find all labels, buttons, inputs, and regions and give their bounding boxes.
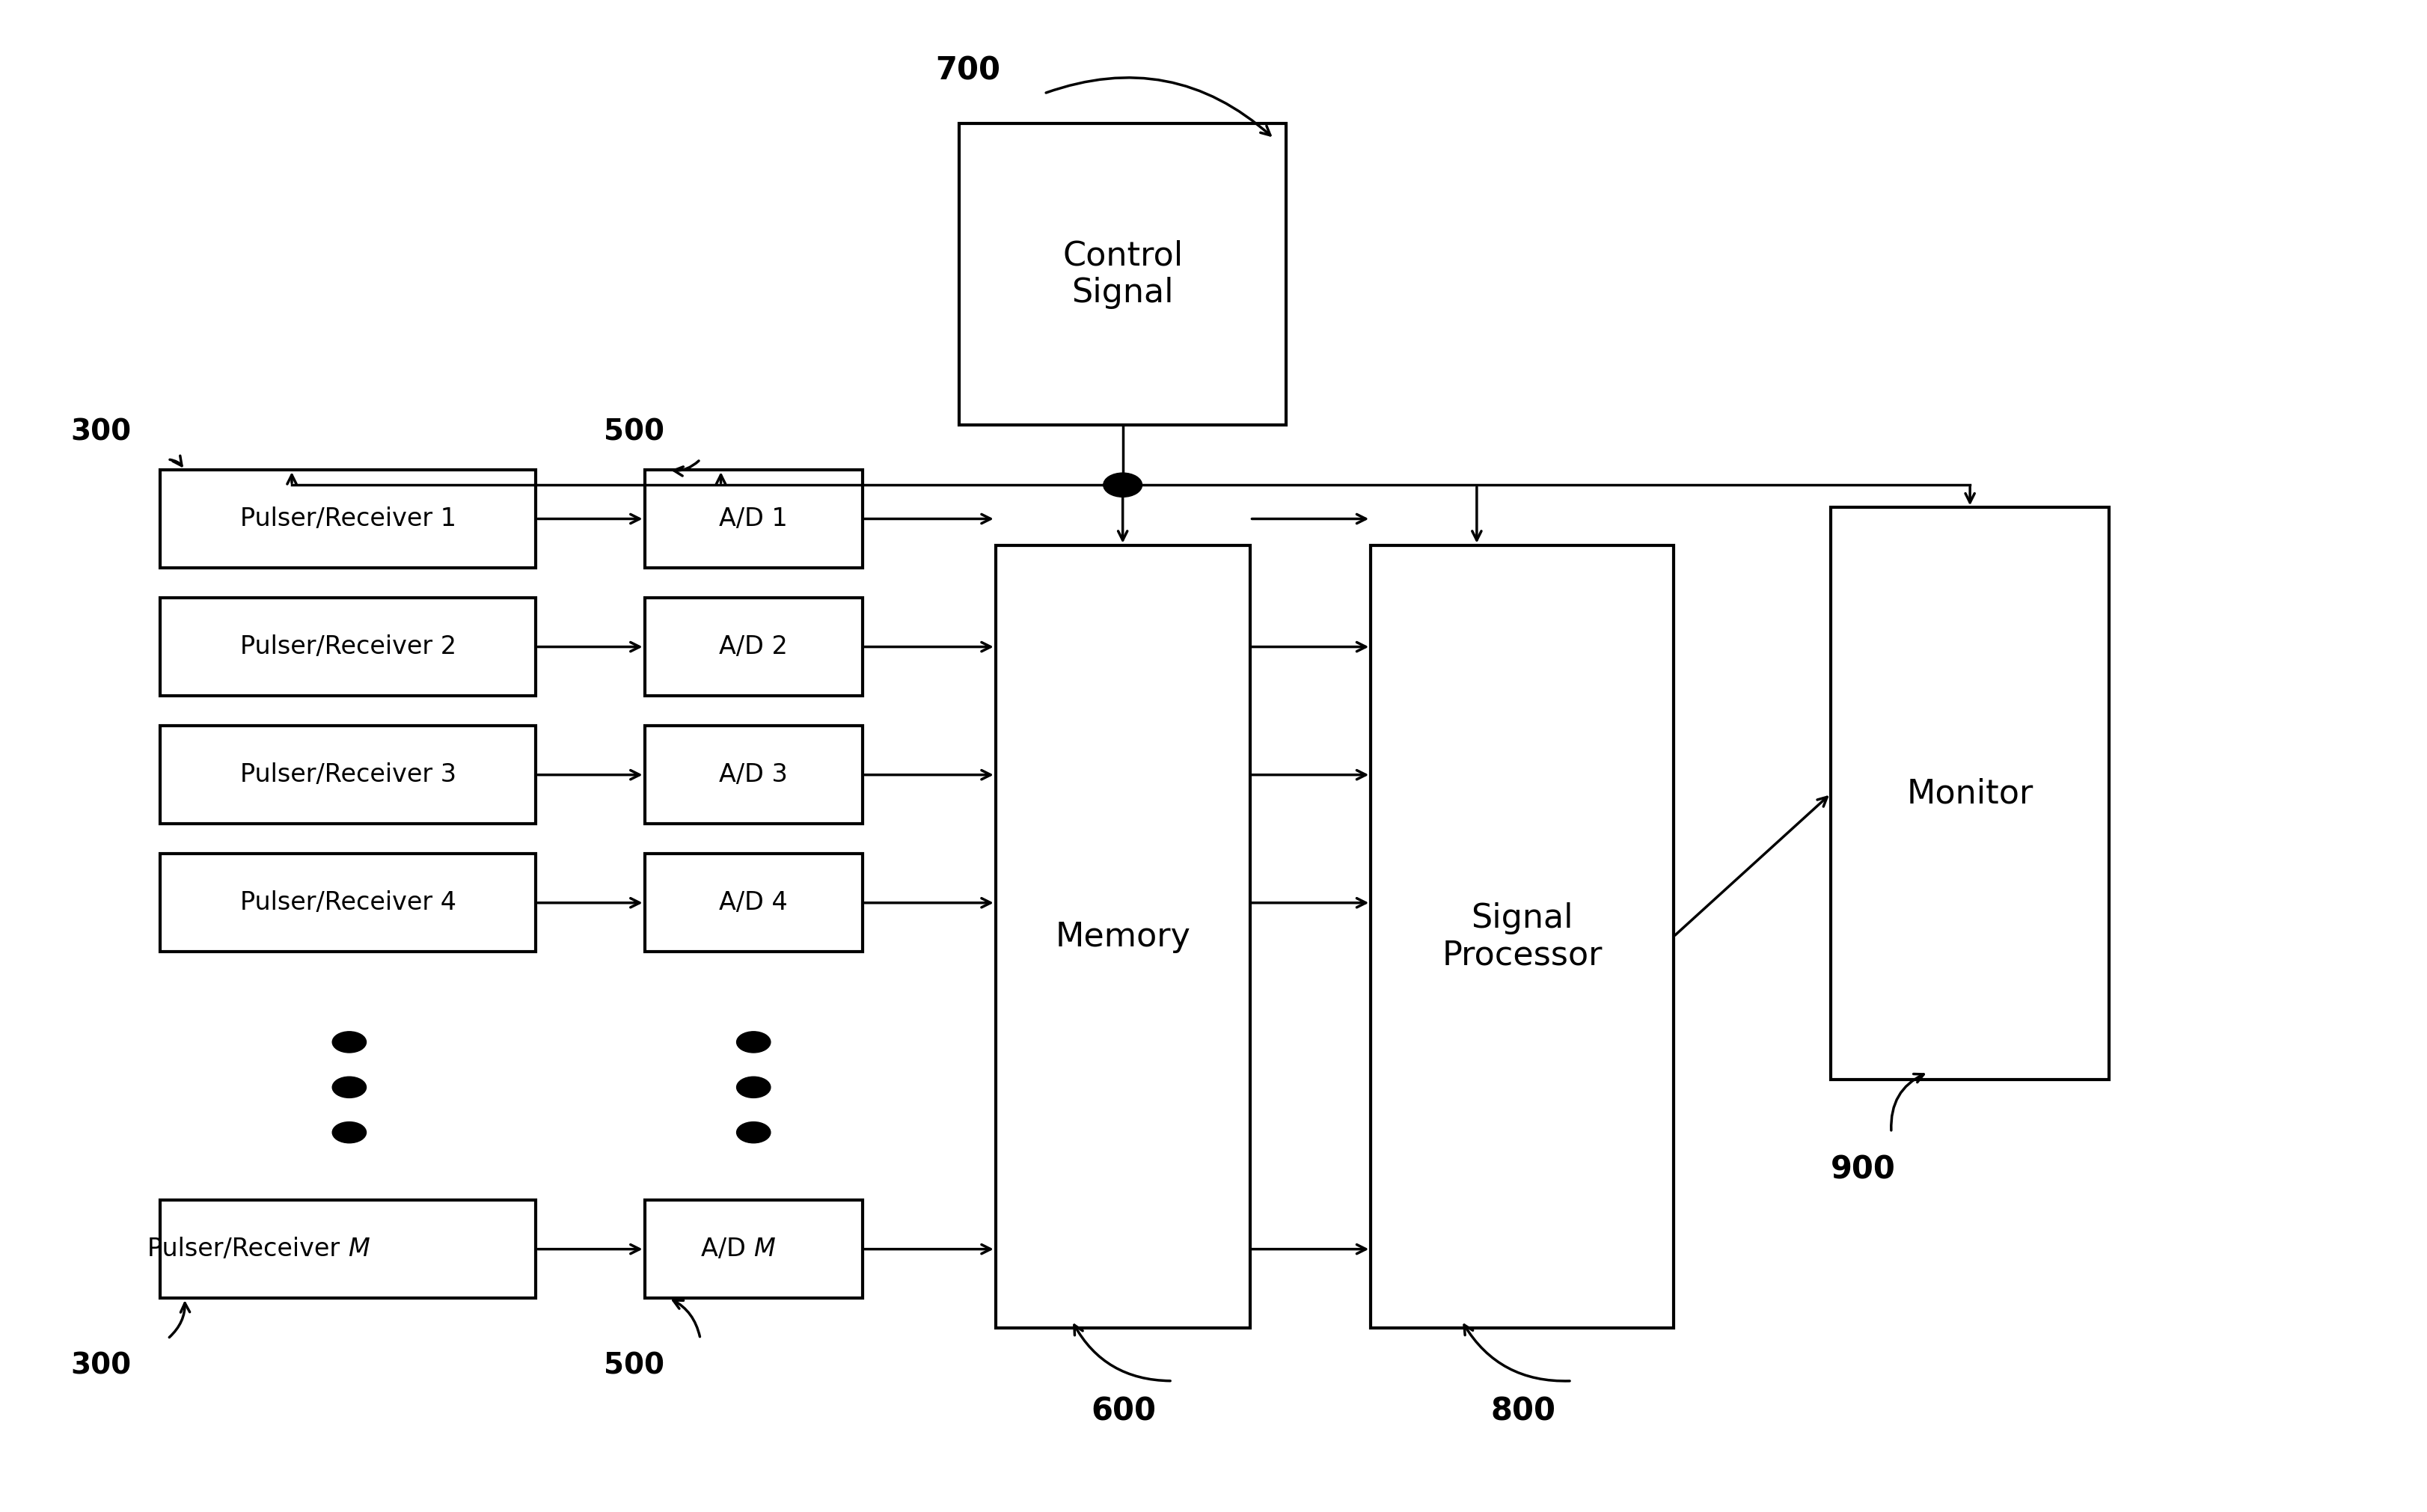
FancyBboxPatch shape xyxy=(646,726,862,824)
FancyBboxPatch shape xyxy=(1371,546,1675,1328)
Text: 300: 300 xyxy=(70,417,131,446)
Text: 700: 700 xyxy=(934,54,1000,86)
Circle shape xyxy=(1104,473,1143,497)
Text: 500: 500 xyxy=(604,417,665,446)
FancyBboxPatch shape xyxy=(646,470,862,569)
Text: Memory: Memory xyxy=(1056,921,1189,953)
Circle shape xyxy=(332,1122,366,1143)
Circle shape xyxy=(332,1031,366,1052)
Text: M: M xyxy=(347,1237,369,1261)
Text: Pulser/Receiver 4: Pulser/Receiver 4 xyxy=(240,891,456,915)
FancyBboxPatch shape xyxy=(959,124,1286,425)
Text: 300: 300 xyxy=(70,1352,131,1380)
Text: Pulser/Receiver 2: Pulser/Receiver 2 xyxy=(240,635,456,659)
FancyBboxPatch shape xyxy=(646,854,862,951)
Text: 600: 600 xyxy=(1092,1396,1158,1427)
FancyBboxPatch shape xyxy=(160,597,536,696)
FancyBboxPatch shape xyxy=(160,726,536,824)
Text: 500: 500 xyxy=(604,1352,665,1380)
Text: A/D 2: A/D 2 xyxy=(718,635,789,659)
FancyBboxPatch shape xyxy=(160,1201,536,1299)
Circle shape xyxy=(738,1122,769,1143)
Text: A/D 1: A/D 1 xyxy=(718,507,789,531)
Text: 800: 800 xyxy=(1490,1396,1556,1427)
Text: Control
Signal: Control Signal xyxy=(1063,239,1182,308)
Circle shape xyxy=(738,1031,769,1052)
Text: Pulser/Receiver 1: Pulser/Receiver 1 xyxy=(240,507,456,531)
FancyBboxPatch shape xyxy=(160,470,536,569)
Text: Pulser/Receiver 3: Pulser/Receiver 3 xyxy=(240,762,456,788)
Text: Pulser/Receiver: Pulser/Receiver xyxy=(148,1237,347,1261)
Text: Monitor: Monitor xyxy=(1908,777,2034,810)
FancyBboxPatch shape xyxy=(646,597,862,696)
FancyBboxPatch shape xyxy=(160,854,536,951)
FancyBboxPatch shape xyxy=(1830,508,2109,1080)
Circle shape xyxy=(738,1077,769,1098)
FancyBboxPatch shape xyxy=(995,546,1250,1328)
Text: M: M xyxy=(752,1237,774,1261)
Text: A/D: A/D xyxy=(701,1237,752,1261)
FancyBboxPatch shape xyxy=(646,1201,862,1299)
Text: Signal
Processor: Signal Processor xyxy=(1442,903,1602,971)
Text: 900: 900 xyxy=(1830,1154,1895,1185)
Circle shape xyxy=(332,1077,366,1098)
Text: A/D 3: A/D 3 xyxy=(718,762,789,788)
Text: A/D 4: A/D 4 xyxy=(718,891,789,915)
